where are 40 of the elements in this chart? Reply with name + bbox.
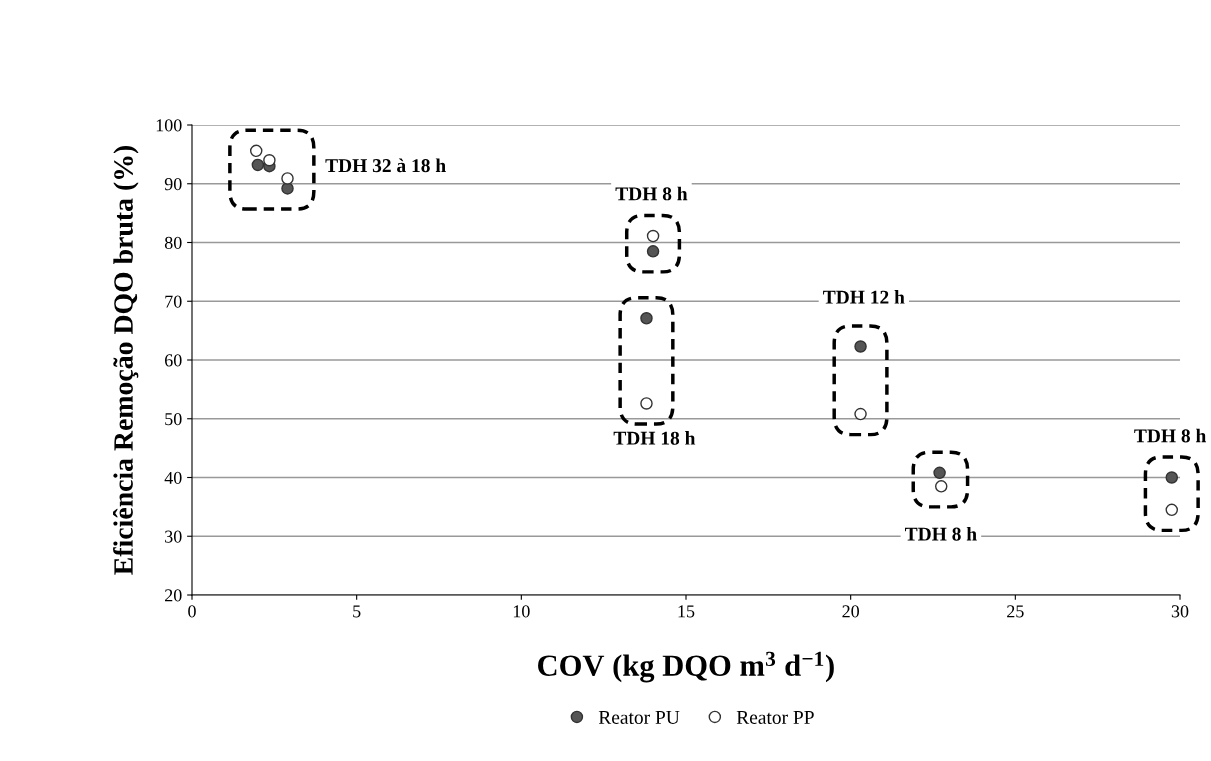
annotation: TDH 8 h [905,526,977,541]
point [854,407,867,421]
x-tick-label: 5 [353,605,361,618]
point [281,172,294,185]
y-tick-label: 80 [164,236,182,249]
x-tick-label: 15 [678,605,695,618]
annotation: TDH 18 h [613,431,696,445]
annotation: TDH 12 h [823,290,905,304]
x-tick-label: 10 [513,605,530,618]
annotation: TDH 8 h [615,186,688,201]
annotation: TDH 32 à 18 h [325,158,446,173]
y-tick-label: 20 [165,589,182,602]
point [646,245,660,258]
y-tick-label: 50 [165,413,182,426]
y-tick-label: 30 [165,530,182,543]
point [249,144,263,158]
annotation: TDH 8 h [1134,428,1207,443]
legend-label: Reator PU [598,711,680,724]
point [934,480,948,493]
y-tick-label: 100 [156,119,182,132]
point [263,153,276,167]
point [640,397,653,410]
x-tick-label: 20 [842,605,860,618]
point [251,158,265,172]
y-axis-title: Eficiência Remoção DQO bruta (%) [113,145,139,575]
x-tick-label: 25 [1007,605,1024,618]
x-axis-title: COV (kg DQO m$^{3}$ d$^{−1}$) [538,651,834,683]
point [1165,471,1179,484]
y-tick-label: 40 [164,471,182,484]
y-tick-label: 90 [164,178,182,191]
point [854,340,867,353]
x-tick-label: 0 [188,605,196,618]
y-tick-label: 60 [165,354,182,367]
legend-label: Reator PP [736,711,814,724]
point [1165,503,1179,517]
point [640,312,653,325]
point [646,229,660,243]
point [933,466,946,480]
y-tick-label: 70 [165,295,182,308]
x-tick-label: 30 [1171,605,1189,618]
